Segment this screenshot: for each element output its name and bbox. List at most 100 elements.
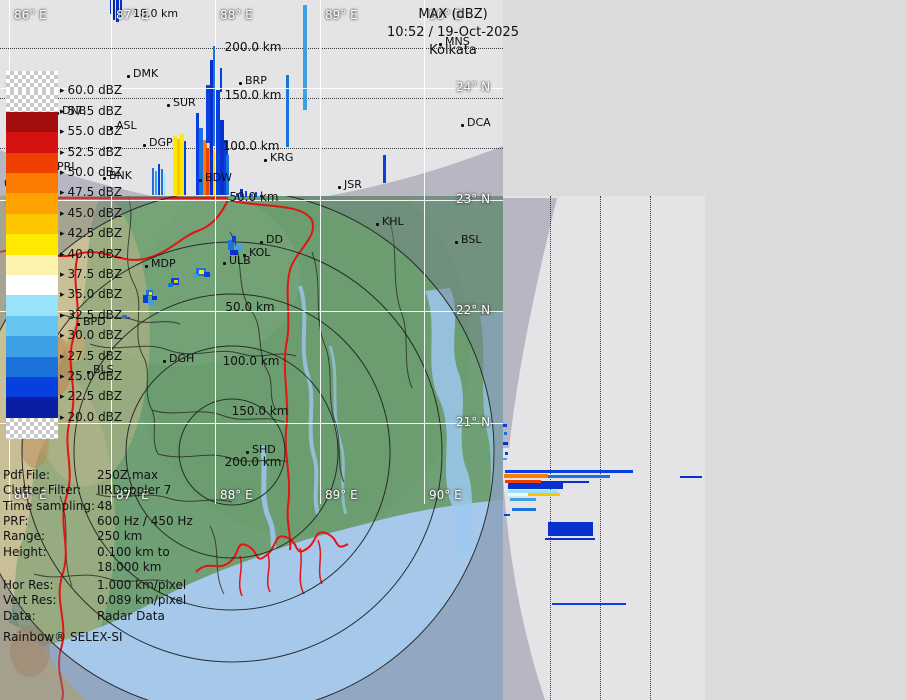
range-ring-label: 150.0 km (231, 404, 289, 418)
station-label: BLS (93, 363, 114, 376)
tick-label: 55.0 dBZ (67, 124, 123, 139)
echo-rect (508, 493, 528, 496)
echo-rect (545, 538, 595, 540)
software-signature: Rainbow® SELEX-SI (3, 630, 123, 644)
tick-label: 20.0 dBZ (67, 409, 123, 424)
echo-rect (152, 296, 157, 300)
legend-tick: ▸ 32.5 dBZ (60, 308, 122, 322)
metadata-value: 250Z.max (97, 468, 159, 482)
echo-rect (143, 295, 148, 303)
tick-arrow-icon: ▸ (60, 168, 65, 178)
legend-band (6, 254, 58, 276)
height-gridline (0, 148, 503, 149)
echo-rect (503, 424, 507, 427)
station-marker (87, 371, 90, 374)
echo-rect (193, 274, 198, 278)
station-label: DD (266, 233, 283, 246)
height-scale-max-label: 18.0 km (133, 7, 179, 20)
metadata-value: 18.000 km (97, 559, 162, 574)
echo-rect (236, 193, 238, 197)
range-ring-label: 50.0 km (229, 190, 279, 204)
legend-band (6, 213, 58, 235)
tick-label: 27.5 dBZ (67, 348, 123, 363)
legend-tick: ▸ 47.5 dBZ (60, 185, 122, 199)
echo-rect (158, 164, 160, 195)
echo-rect (240, 189, 243, 197)
echo-rect (127, 317, 130, 319)
echo-rect (512, 508, 536, 511)
echo-rect (120, 0, 122, 17)
lon-label-bottom: 88° E (220, 488, 253, 502)
tick-label: 50.0 dBZ (67, 165, 123, 179)
legend-tick: ▸ 37.5 dBZ (60, 267, 122, 281)
height-gridline (600, 196, 601, 700)
echo-rect (250, 194, 253, 197)
legend-band (6, 336, 58, 358)
echo-rect (528, 493, 560, 496)
echo-rect (174, 280, 178, 283)
station-marker (145, 265, 148, 268)
tick-label: 47.5 dBZ (67, 185, 123, 200)
tick-label: 45.0 dBZ (67, 205, 123, 220)
legend-tick: ▸ 20.0 dBZ (60, 410, 122, 424)
echo-rect (503, 458, 507, 460)
range-ring-label: 50.0 km (225, 300, 275, 314)
lon-label-bottom: 86° E (14, 488, 47, 502)
station-marker (163, 360, 166, 363)
grid-line-lon (320, 0, 321, 504)
metadata-label: Height: (3, 544, 47, 559)
echo-rect (508, 490, 558, 493)
metadata-value: 0.100 km to (97, 544, 170, 559)
echo-rect (206, 148, 210, 195)
legend-band (6, 295, 58, 317)
echo-rect (548, 475, 610, 478)
echo-rect (184, 141, 186, 195)
echo-rect (232, 236, 236, 242)
echo-rect (504, 514, 510, 516)
echo-rect (255, 192, 257, 197)
grid-line-lon (111, 0, 112, 504)
echo-rect (541, 481, 589, 483)
echo-rect (228, 240, 234, 250)
echo-rect (216, 90, 220, 195)
echo-rect (152, 168, 154, 195)
metadata-label: Time sampling: (3, 498, 96, 513)
echo-rect (236, 244, 241, 251)
legend-tick: ▸ 25.0 dBZ (60, 369, 122, 383)
tick-label: 35.0 dBZ (67, 287, 123, 302)
echo-rect (230, 250, 238, 255)
product-title: MAX (dBZ) (418, 7, 488, 22)
right-projection-panel (503, 196, 705, 700)
metadata-value: 0.089 km/pixel (97, 593, 187, 608)
echo-rect (116, 0, 119, 22)
lon-label-bottom: 87° E (116, 488, 149, 502)
metadata-label: Vert Res: (3, 593, 57, 608)
dbz-color-scale: ▸ 60.0 dBZ ▸ 57.5 dBZ ▸ 55.0 dBZ ▸ 52.5 dBZ ▸ 50.… (6, 71, 123, 439)
echo-rect (680, 476, 702, 478)
legend-band (6, 417, 58, 439)
tick-arrow-icon: ▸ (60, 270, 65, 280)
metadata-label: PRF: (3, 513, 29, 528)
echo-rect (173, 136, 177, 195)
metadata-value: Radar Data (97, 608, 165, 623)
tick-label: 25.0 dBZ (67, 369, 123, 383)
tick-arrow-icon: ▸ (60, 290, 65, 301)
echo-rect (148, 300, 154, 305)
tick-arrow-icon: ▸ (60, 229, 65, 240)
tick-arrow-icon: ▸ (60, 331, 65, 342)
station-marker (223, 262, 226, 265)
metadata-value: 48 (97, 498, 113, 513)
lon-label-bottom: 90° E (429, 488, 462, 502)
legend-tick: ▸ 45.0 dBZ (60, 206, 122, 220)
station-marker (376, 223, 379, 226)
echo-rect (220, 120, 224, 195)
echo-rect (505, 452, 508, 455)
tick-arrow-icon: ▸ (60, 412, 65, 423)
tick-arrow-icon: ▸ (60, 188, 65, 199)
echo-rect (113, 0, 115, 20)
tick-label: 57.5 dBZ (67, 103, 123, 118)
lat-label-right: 23° N (456, 192, 491, 206)
tick-label: 40.0 dBZ (67, 246, 123, 261)
product-datetime: 10:52 / 19-Oct-2025 (387, 25, 519, 40)
legend-band (6, 275, 58, 296)
